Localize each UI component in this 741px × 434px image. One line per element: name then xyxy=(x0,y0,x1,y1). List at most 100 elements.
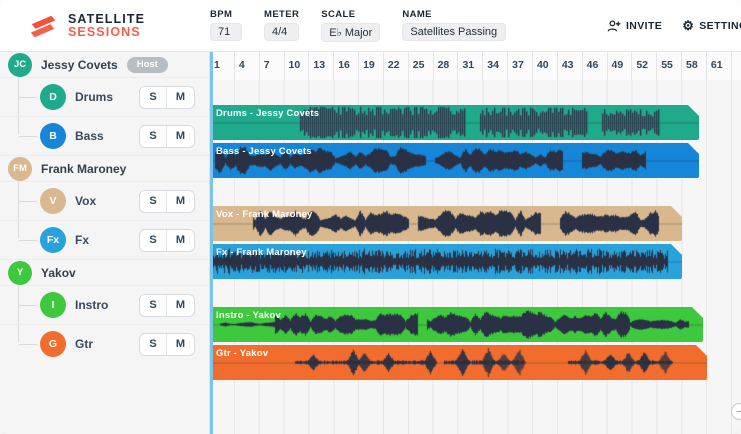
scale-value[interactable]: E♭ Major xyxy=(321,23,381,42)
solo-button[interactable]: S xyxy=(140,190,167,212)
track-row-drums[interactable]: D Drums S M xyxy=(0,77,209,116)
ruler-cell[interactable]: 7 xyxy=(260,52,285,80)
user-avatar: FM xyxy=(8,156,32,181)
user-row-frank-maroney[interactable]: FM Frank Maroney xyxy=(0,156,209,181)
host-badge: Host xyxy=(126,56,168,73)
audio-clip-drums[interactable]: Drums - Jessy Covets xyxy=(210,105,699,140)
ruler-cell[interactable]: 4 xyxy=(235,52,260,80)
tree-connector-branch xyxy=(19,136,37,137)
ruler-cell[interactable]: 34 xyxy=(483,52,509,80)
clip-label: Drums - Jessy Covets xyxy=(216,108,320,119)
timeline-user-band xyxy=(210,80,741,105)
tree-connector-branch xyxy=(19,344,37,345)
track-row-vox[interactable]: V Vox S M xyxy=(0,181,209,220)
ruler-cell[interactable]: 52 xyxy=(632,52,658,80)
ruler-cell[interactable]: 46 xyxy=(583,52,608,80)
ruler-cell[interactable]: 19 xyxy=(359,52,384,80)
bpm-label: BPM xyxy=(210,9,233,20)
sidebar-group-jessy-covets: JC Jessy Covets Host D Drums S M B Bass S M xyxy=(0,52,209,155)
user-avatar: JC xyxy=(8,52,32,77)
user-row-jessy-covets[interactable]: JC Jessy Covets Host xyxy=(0,52,209,77)
clip-label: Instro - Yakov xyxy=(216,310,281,321)
tree-connector-line xyxy=(18,78,19,134)
ruler-cell[interactable]: 37 xyxy=(508,52,533,80)
audio-clip-bass[interactable]: Bass - Jessy Covets xyxy=(210,143,699,178)
track-avatar: D xyxy=(40,84,66,110)
track-avatar: V xyxy=(40,188,66,214)
session-fields: BPM 71 METER 4/4 SCALE E♭ Major NAME Sat… xyxy=(210,9,507,42)
clip-label: Vox - Frank Maroney xyxy=(216,209,313,220)
invite-button[interactable]: INVITE xyxy=(607,19,662,33)
mute-button[interactable]: M xyxy=(167,190,194,212)
name-field: NAME Satellites Passing xyxy=(402,9,507,42)
ruler-cell[interactable]: 22 xyxy=(384,52,409,80)
user-avatar: Y xyxy=(8,260,32,285)
bpm-field: BPM 71 xyxy=(210,9,242,42)
ruler-cell[interactable]: 28 xyxy=(434,52,459,80)
timeline-user-band xyxy=(210,181,741,206)
mute-button[interactable]: M xyxy=(167,333,194,355)
ruler-cell[interactable]: 55 xyxy=(657,52,683,80)
bpm-value[interactable]: 71 xyxy=(210,23,242,41)
audio-clip-fx[interactable]: Fx - Frank Maroney xyxy=(210,244,682,279)
ruler-cell[interactable]: 13 xyxy=(309,52,335,80)
scale-field: SCALE E♭ Major xyxy=(321,9,381,42)
track-row-gtr[interactable]: G Gtr S M xyxy=(0,324,209,363)
meter-label: METER xyxy=(264,9,300,20)
track-avatar: Fx xyxy=(40,227,66,253)
ruler-cell[interactable]: 49 xyxy=(608,52,633,80)
track-row-instro[interactable]: I Instro S M xyxy=(0,285,209,324)
zoom-out-button[interactable]: − xyxy=(731,403,741,420)
ruler-cell[interactable]: 58 xyxy=(682,52,707,80)
tree-connector-branch xyxy=(19,97,37,98)
mute-button[interactable]: M xyxy=(167,229,194,251)
ruler-cell[interactable]: 25 xyxy=(409,52,434,80)
mute-button[interactable]: M xyxy=(167,125,194,147)
audio-clip-vox[interactable]: Vox - Frank Maroney xyxy=(210,206,682,241)
ruler-cell[interactable]: 16 xyxy=(334,52,360,80)
timeline: 1 4 7 10 13 16 19 22 25 28 31 34 37 40 43 46 49 52 55 58 61 … xyxy=(210,52,741,434)
gear-icon: ⚙ xyxy=(682,18,695,33)
track-row-bass[interactable]: B Bass S M xyxy=(0,116,209,155)
mute-button[interactable]: M xyxy=(167,86,194,108)
clip-label: Fx - Frank Maroney xyxy=(216,247,307,258)
header-actions: INVITE ⚙ SETTINGS xyxy=(607,19,741,33)
track-name: Drums xyxy=(75,90,114,104)
settings-label: SETTINGS xyxy=(699,19,741,32)
solo-button[interactable]: S xyxy=(140,333,167,355)
ruler-cell[interactable]: 40 xyxy=(533,52,558,80)
satellite-logo-icon xyxy=(30,15,56,37)
audio-clip-gtr[interactable]: Gtr - Yakov xyxy=(210,345,707,380)
timeline-user-band xyxy=(210,282,741,307)
ruler-cell[interactable]: 61 xyxy=(707,52,732,80)
sidebar-group-yakov: Y Yakov I Instro S M G Gtr S M xyxy=(0,259,209,363)
app-title: SATELLITE xyxy=(68,11,146,26)
track-avatar: I xyxy=(40,292,66,318)
track-name: Instro xyxy=(75,298,109,312)
solo-button[interactable]: S xyxy=(140,229,167,251)
solo-button[interactable]: S xyxy=(140,125,167,147)
solo-button[interactable]: S xyxy=(140,294,167,316)
settings-button[interactable]: ⚙ SETTINGS xyxy=(682,19,741,33)
mute-button[interactable]: M xyxy=(167,294,194,316)
ruler-cell[interactable]: 43 xyxy=(558,52,583,80)
track-name: Bass xyxy=(75,129,104,143)
session-name-value[interactable]: Satellites Passing xyxy=(402,23,507,41)
playhead[interactable] xyxy=(210,52,213,434)
sidebar-groups: JC Jessy Covets Host D Drums S M B Bass S M FM Frank… xyxy=(0,52,209,363)
ruler-cell[interactable]: 10 xyxy=(285,52,310,80)
ruler-cell[interactable]: 1 xyxy=(210,52,235,80)
track-name: Fx xyxy=(75,233,90,247)
track-row-fx[interactable]: Fx Fx S M xyxy=(0,220,209,259)
meter-value[interactable]: 4/4 xyxy=(264,23,300,41)
meter-field: METER 4/4 xyxy=(264,9,300,42)
ruler-cell[interactable]: 31 xyxy=(458,52,484,80)
user-name: Frank Maroney xyxy=(41,161,127,176)
solo-button[interactable]: S xyxy=(140,86,167,108)
main-area: JC Jessy Covets Host D Drums S M B Bass S M FM Frank… xyxy=(0,52,741,434)
audio-clip-instro[interactable]: Instro - Yakov xyxy=(210,307,703,342)
user-row-yakov[interactable]: Y Yakov xyxy=(0,260,209,285)
